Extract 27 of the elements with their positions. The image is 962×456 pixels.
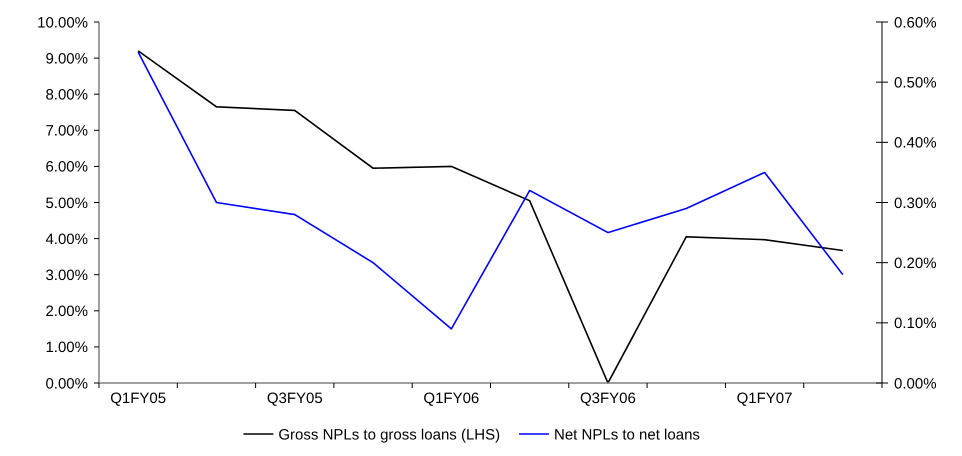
y-tick-label: 6.00% <box>45 158 88 176</box>
x-tick-label: Q3FY05 <box>266 390 323 407</box>
x-tick-label: Q1FY05 <box>110 390 166 407</box>
y-tick-label: 10.00% <box>37 14 88 32</box>
y2-tick-label: 0.60% <box>894 14 937 32</box>
y2-tick-label: 0.10% <box>894 315 937 332</box>
legend-label: Net NPLs to net loans <box>554 426 700 444</box>
y-tick-label: 8.00% <box>45 86 88 104</box>
line-series <box>137 51 844 330</box>
legend-label: Gross NPLs to gross loans (LHS) <box>278 426 500 444</box>
y2-tick-label: 0.50% <box>894 74 937 92</box>
y-tick-label: 2.00% <box>45 303 88 320</box>
y2-tick-label: 0.40% <box>894 134 937 152</box>
y-tick-label: 5.00% <box>45 194 88 212</box>
x-tick-label: Q1FY06 <box>423 390 480 407</box>
y-tick-label: 7.00% <box>45 122 88 140</box>
line-series <box>137 50 844 384</box>
x-tick-label: Q3FY06 <box>580 390 636 407</box>
y-tick-label: 4.00% <box>45 230 88 248</box>
x-tick-label: Q1FY07 <box>736 390 792 407</box>
y-tick-label: 0.00% <box>45 375 88 392</box>
y-tick-label: 3.00% <box>45 266 88 284</box>
y2-tick-label: 0.00% <box>894 375 937 392</box>
y-tick-label: 1.00% <box>45 339 88 356</box>
y-tick-label: 9.00% <box>45 50 88 68</box>
y2-tick-label: 0.30% <box>894 194 937 212</box>
y2-tick-label: 0.20% <box>894 254 937 272</box>
